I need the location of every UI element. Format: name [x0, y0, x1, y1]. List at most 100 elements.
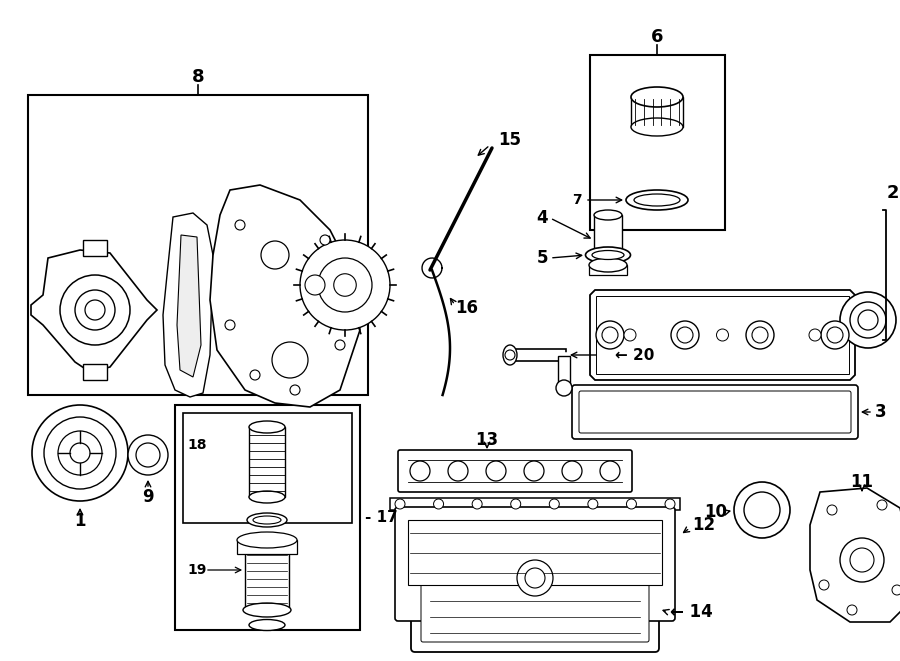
Circle shape [434, 499, 444, 509]
Circle shape [734, 482, 790, 538]
FancyBboxPatch shape [398, 450, 632, 492]
Circle shape [235, 220, 245, 230]
Ellipse shape [631, 118, 683, 136]
Circle shape [858, 310, 878, 330]
Ellipse shape [249, 421, 285, 433]
Polygon shape [163, 213, 213, 397]
Circle shape [128, 435, 168, 475]
Ellipse shape [237, 532, 297, 548]
Circle shape [524, 461, 544, 481]
Text: - 17: - 17 [365, 510, 398, 524]
Circle shape [410, 461, 430, 481]
Text: 12: 12 [692, 516, 716, 534]
Circle shape [44, 417, 116, 489]
Text: 11: 11 [850, 473, 874, 491]
Bar [249, 427, 285, 497]
Ellipse shape [249, 619, 285, 631]
Circle shape [752, 327, 768, 343]
Bar [83, 240, 107, 256]
Circle shape [716, 329, 728, 341]
Bar [408, 520, 662, 585]
Circle shape [588, 499, 598, 509]
Circle shape [562, 461, 582, 481]
Circle shape [549, 499, 559, 509]
Circle shape [85, 300, 105, 320]
Circle shape [840, 538, 884, 582]
Bar [175, 405, 360, 630]
Circle shape [318, 258, 372, 312]
Ellipse shape [592, 251, 624, 260]
Circle shape [850, 302, 886, 338]
FancyBboxPatch shape [421, 576, 649, 642]
Circle shape [744, 492, 780, 528]
Polygon shape [590, 290, 855, 380]
Circle shape [819, 580, 829, 590]
Circle shape [517, 560, 553, 596]
Bar [390, 498, 680, 510]
Bar [631, 97, 683, 127]
Bar [183, 413, 352, 523]
Bar [245, 550, 289, 610]
Ellipse shape [503, 345, 517, 365]
Circle shape [60, 275, 130, 345]
Bar [590, 55, 725, 230]
Ellipse shape [631, 87, 683, 107]
Bar [594, 215, 622, 265]
Ellipse shape [589, 258, 627, 272]
Ellipse shape [253, 516, 281, 524]
Circle shape [70, 443, 90, 463]
FancyBboxPatch shape [579, 391, 851, 433]
Polygon shape [177, 235, 201, 377]
Bar [83, 364, 107, 380]
Text: 15: 15 [498, 131, 521, 149]
Text: 3: 3 [875, 403, 886, 421]
Circle shape [448, 461, 468, 481]
Text: 7: 7 [572, 193, 582, 207]
Circle shape [556, 380, 572, 396]
FancyBboxPatch shape [411, 566, 659, 652]
Text: ← 14: ← 14 [670, 603, 713, 621]
Circle shape [75, 290, 115, 330]
Circle shape [320, 235, 330, 245]
Text: 16: 16 [455, 299, 478, 317]
Text: 5: 5 [536, 249, 548, 267]
Circle shape [505, 350, 515, 360]
Circle shape [250, 370, 260, 380]
Bar [596, 296, 849, 374]
Polygon shape [810, 488, 900, 622]
Circle shape [624, 329, 636, 341]
FancyBboxPatch shape [395, 507, 675, 621]
Ellipse shape [243, 603, 291, 617]
Circle shape [510, 499, 521, 509]
Circle shape [272, 342, 308, 378]
Text: 10: 10 [704, 503, 727, 521]
Ellipse shape [594, 210, 622, 220]
Text: 6: 6 [651, 28, 663, 46]
Polygon shape [210, 185, 360, 407]
Circle shape [261, 241, 289, 269]
Text: 4: 4 [536, 209, 548, 227]
Circle shape [677, 327, 693, 343]
Circle shape [626, 499, 636, 509]
Circle shape [486, 461, 506, 481]
Circle shape [32, 405, 128, 501]
Bar [237, 540, 297, 554]
Circle shape [290, 385, 300, 395]
Circle shape [809, 329, 821, 341]
Text: 1: 1 [74, 512, 86, 530]
Circle shape [300, 240, 390, 330]
Circle shape [847, 605, 857, 615]
Circle shape [671, 321, 699, 349]
Circle shape [596, 321, 624, 349]
Ellipse shape [249, 491, 285, 503]
Circle shape [746, 321, 774, 349]
Circle shape [525, 568, 545, 588]
Bar [589, 265, 627, 275]
Ellipse shape [626, 190, 688, 210]
Circle shape [877, 500, 887, 510]
Polygon shape [31, 250, 157, 372]
Ellipse shape [247, 513, 287, 527]
Circle shape [305, 275, 325, 295]
Circle shape [58, 431, 102, 475]
Circle shape [827, 505, 837, 515]
